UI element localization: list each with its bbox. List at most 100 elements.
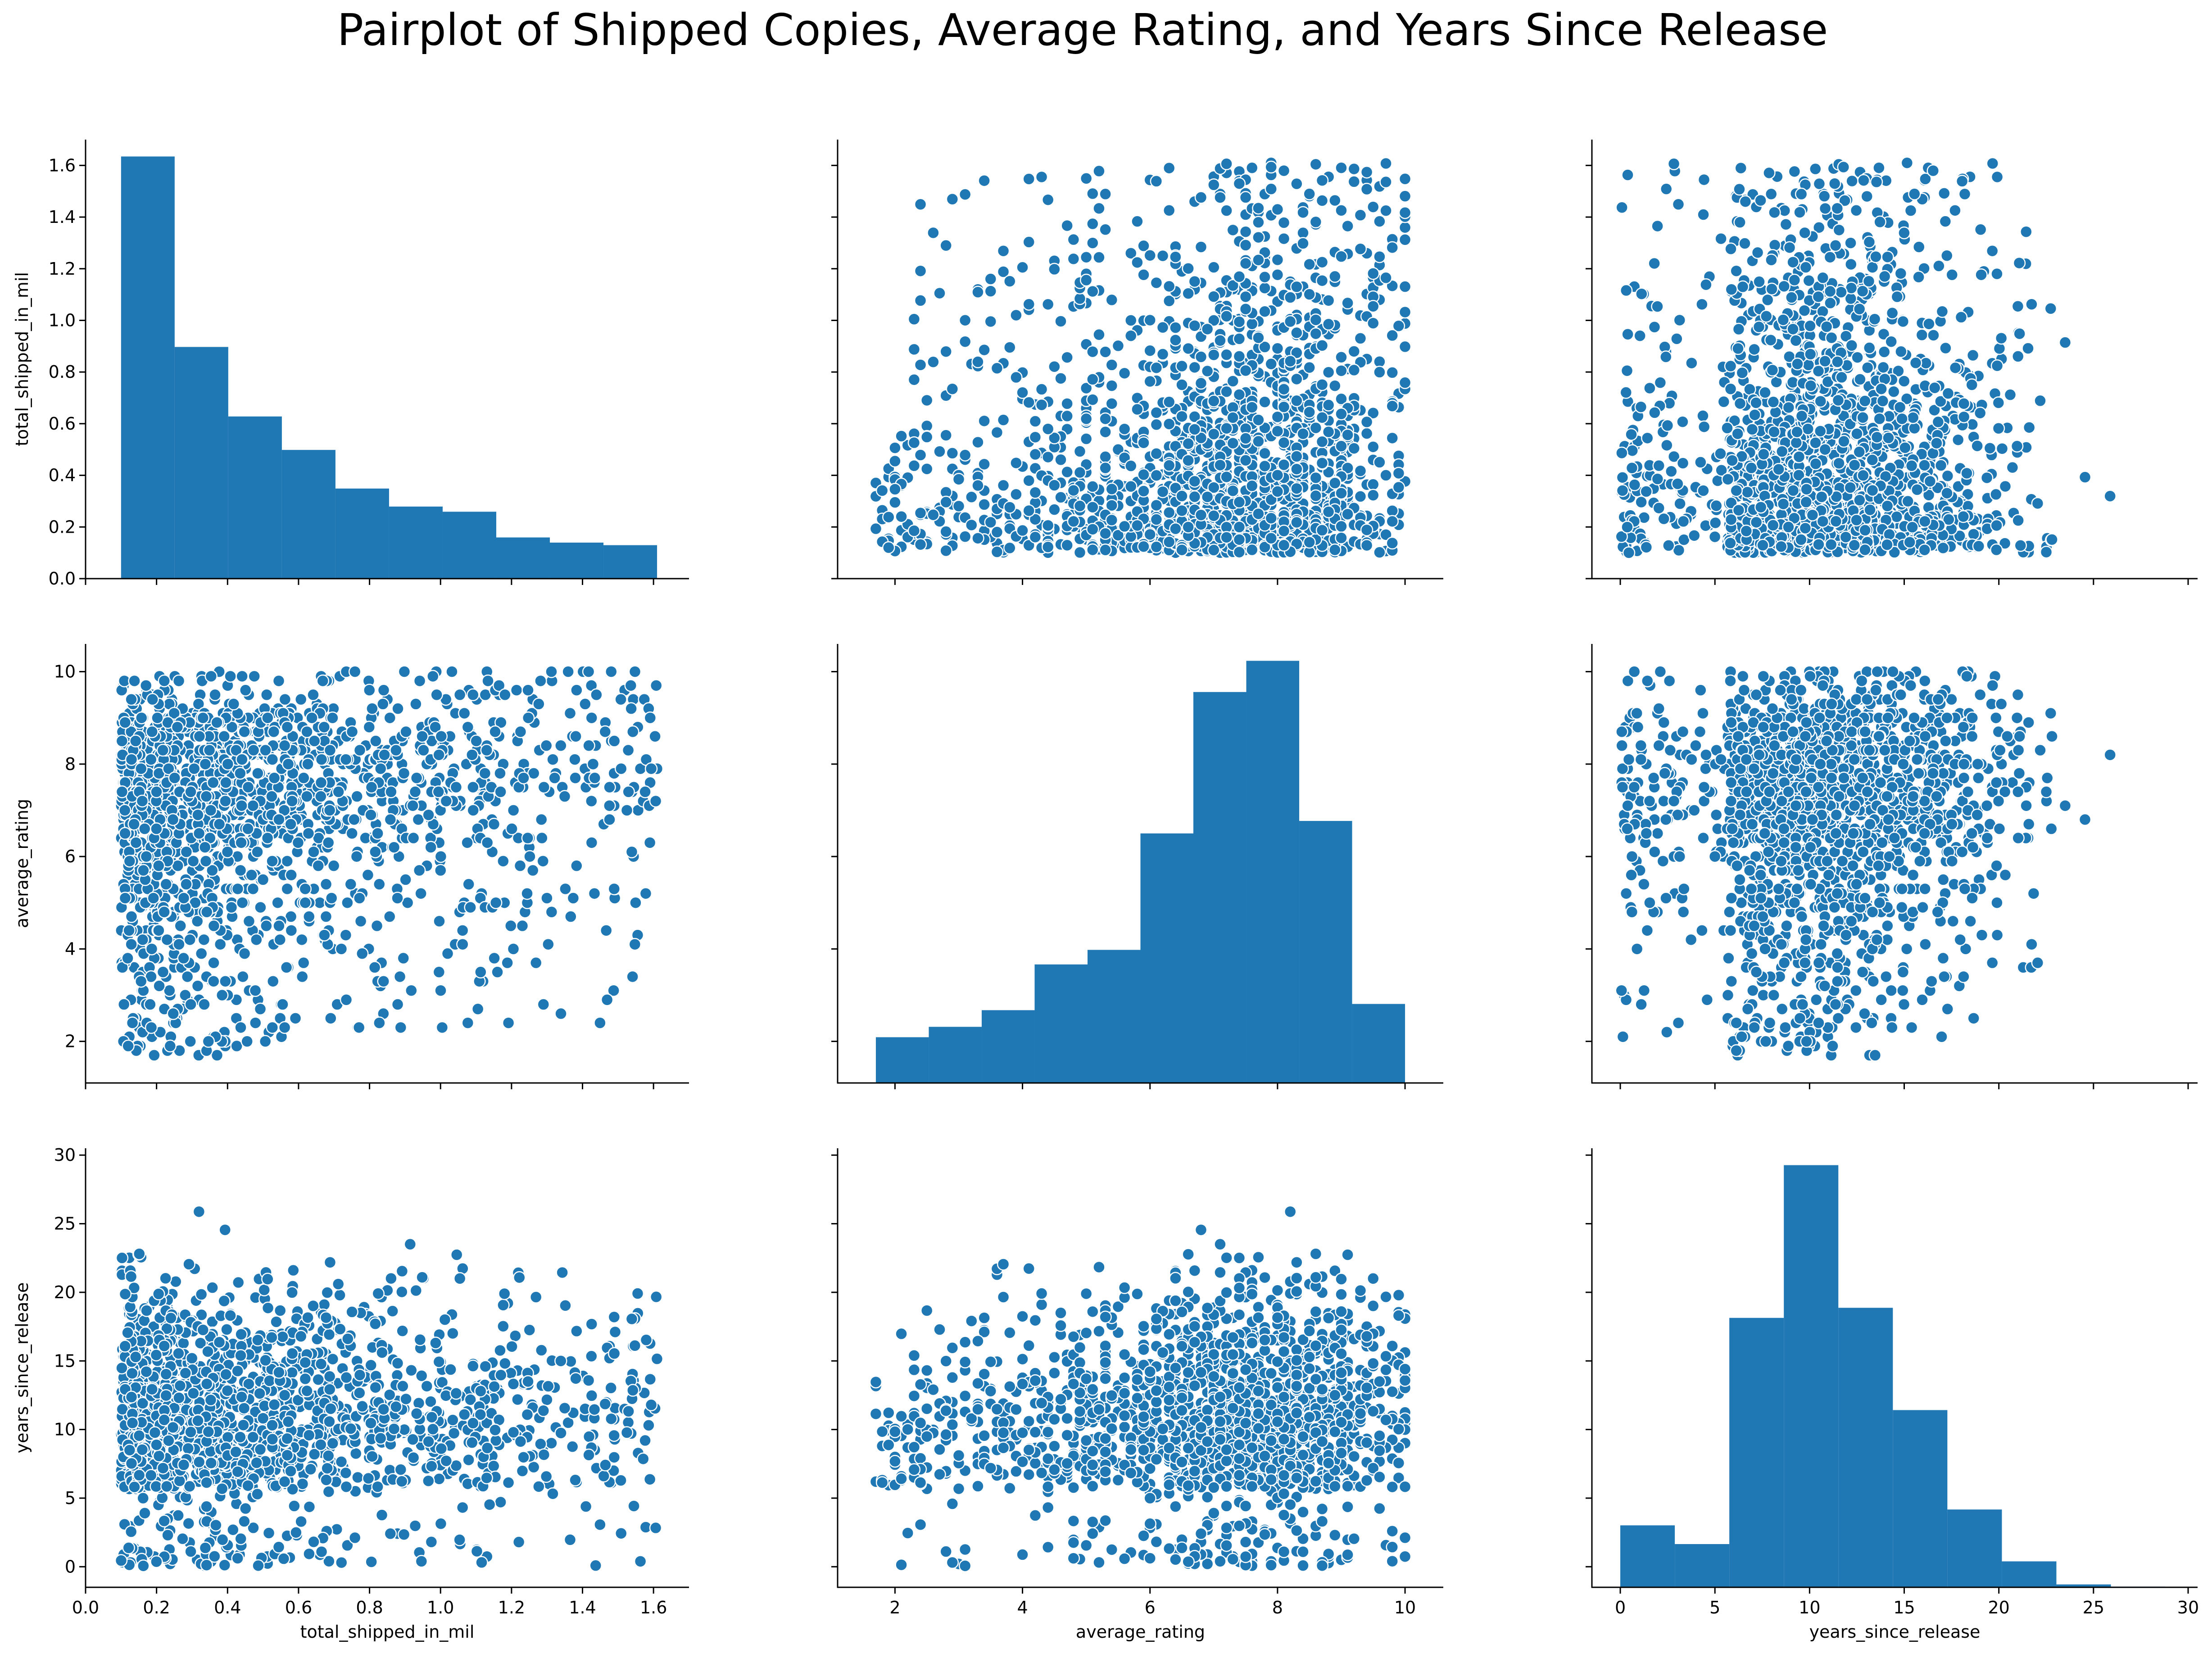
scatter-point bbox=[1258, 459, 1271, 473]
scatter-point bbox=[1829, 515, 1843, 528]
scatter-point bbox=[1220, 385, 1233, 399]
scatter-point bbox=[554, 739, 567, 752]
scatter-point bbox=[1386, 515, 1399, 528]
scatter-point bbox=[1687, 529, 1701, 542]
scatter-point bbox=[260, 919, 273, 933]
scatter-point bbox=[1620, 364, 1634, 377]
scatter-point bbox=[1798, 226, 1811, 240]
scatter-point bbox=[869, 522, 883, 535]
scatter-point bbox=[248, 670, 261, 683]
scatter-point bbox=[1386, 241, 1399, 254]
scatter-point bbox=[1143, 249, 1156, 262]
scatter-point bbox=[1290, 462, 1303, 476]
scatter-point bbox=[1659, 350, 1673, 363]
chart-title: Pairplot of Shipped Copies, Average Rati… bbox=[337, 5, 1828, 55]
scatter-point bbox=[1061, 397, 1074, 410]
scatter-point bbox=[1175, 359, 1188, 373]
scatter-point bbox=[1854, 373, 1867, 386]
scatter-point bbox=[1379, 469, 1392, 482]
scatter-point bbox=[1752, 320, 1766, 334]
scatter-point bbox=[1990, 488, 2003, 501]
scatter-point bbox=[939, 525, 952, 538]
scatter-point bbox=[1373, 215, 1386, 228]
scatter-point bbox=[1315, 411, 1329, 424]
scatter-point bbox=[1322, 399, 1335, 412]
scatter-point bbox=[1697, 173, 1711, 186]
scatter-point bbox=[434, 864, 447, 877]
scatter-point bbox=[1182, 262, 1195, 275]
scatter-point bbox=[1615, 201, 1628, 214]
scatter-point bbox=[1717, 395, 1731, 408]
scatter-point bbox=[971, 355, 984, 368]
scatter-point bbox=[1067, 252, 1080, 266]
scatter-point bbox=[1985, 244, 1999, 258]
scatter-point bbox=[1793, 206, 1806, 219]
scatter-point bbox=[1207, 544, 1220, 557]
scatter-point bbox=[1124, 329, 1138, 342]
scatter-point bbox=[1003, 541, 1016, 555]
scatter-point bbox=[1898, 226, 1911, 240]
scatter-point bbox=[1785, 291, 1798, 304]
scatter-point bbox=[1694, 456, 1707, 469]
scatter-point bbox=[554, 1007, 567, 1020]
scatter-point bbox=[1271, 485, 1284, 498]
scatter-point bbox=[1398, 280, 1412, 293]
scatter-point bbox=[1182, 342, 1195, 355]
scatter-point bbox=[1673, 497, 1686, 510]
scatter-point bbox=[1220, 422, 1233, 435]
scatter-point bbox=[1354, 332, 1367, 345]
scatter-point bbox=[1768, 425, 1781, 439]
scatter-point bbox=[341, 896, 354, 909]
scatter-point bbox=[1150, 540, 1163, 553]
scatter-point bbox=[1335, 408, 1348, 421]
scatter-point bbox=[1667, 157, 1681, 171]
scatter-point bbox=[1239, 290, 1252, 304]
scatter-point bbox=[250, 933, 263, 947]
scatter-point bbox=[882, 541, 895, 554]
scatter-point bbox=[198, 998, 211, 1011]
scatter-point bbox=[639, 785, 652, 798]
scatter-point bbox=[1156, 321, 1169, 334]
scatter-point bbox=[1733, 397, 1747, 410]
scatter-point bbox=[1975, 268, 1988, 281]
scatter-point bbox=[1354, 464, 1367, 477]
scatter-point bbox=[1041, 450, 1055, 464]
scatter-point bbox=[1851, 351, 1864, 364]
scatter-point bbox=[1932, 259, 1945, 272]
scatter-point bbox=[1162, 204, 1176, 217]
scatter-point bbox=[1792, 450, 1806, 463]
scatter-point bbox=[1857, 469, 1870, 482]
scatter-point bbox=[249, 1016, 262, 1029]
scatter-point bbox=[1815, 490, 1828, 503]
scatter-point bbox=[1928, 381, 1941, 394]
scatter-point bbox=[888, 496, 902, 509]
scatter-point bbox=[1335, 364, 1348, 377]
scatter-point bbox=[1239, 257, 1252, 270]
scatter-point bbox=[1804, 379, 1818, 392]
scatter-point bbox=[539, 739, 553, 752]
scatter-point bbox=[1150, 361, 1163, 375]
scatter-point bbox=[1220, 348, 1233, 362]
scatter-point bbox=[272, 919, 286, 933]
scatter-point bbox=[605, 665, 618, 678]
scatter-point bbox=[1983, 442, 1997, 455]
scatter-point bbox=[1220, 157, 1233, 171]
scatter-point bbox=[316, 674, 330, 688]
scatter-point bbox=[1696, 409, 1709, 422]
scatter-point bbox=[1373, 546, 1386, 559]
scatter-point bbox=[1641, 431, 1654, 445]
scatter-point bbox=[1156, 485, 1169, 498]
scatter-point bbox=[1901, 494, 1914, 508]
scatter-point bbox=[1806, 508, 1819, 521]
scatter-point bbox=[907, 524, 921, 537]
scatter-point bbox=[1194, 376, 1208, 390]
scatter-point bbox=[585, 836, 598, 849]
scatter-point bbox=[984, 285, 997, 298]
scatter-point bbox=[1131, 519, 1144, 532]
scatter-point bbox=[1621, 328, 1634, 341]
scatter-point bbox=[1848, 539, 1861, 552]
scatter-point bbox=[504, 919, 517, 933]
scatter-point bbox=[536, 855, 550, 868]
scatter-point bbox=[1150, 276, 1163, 290]
